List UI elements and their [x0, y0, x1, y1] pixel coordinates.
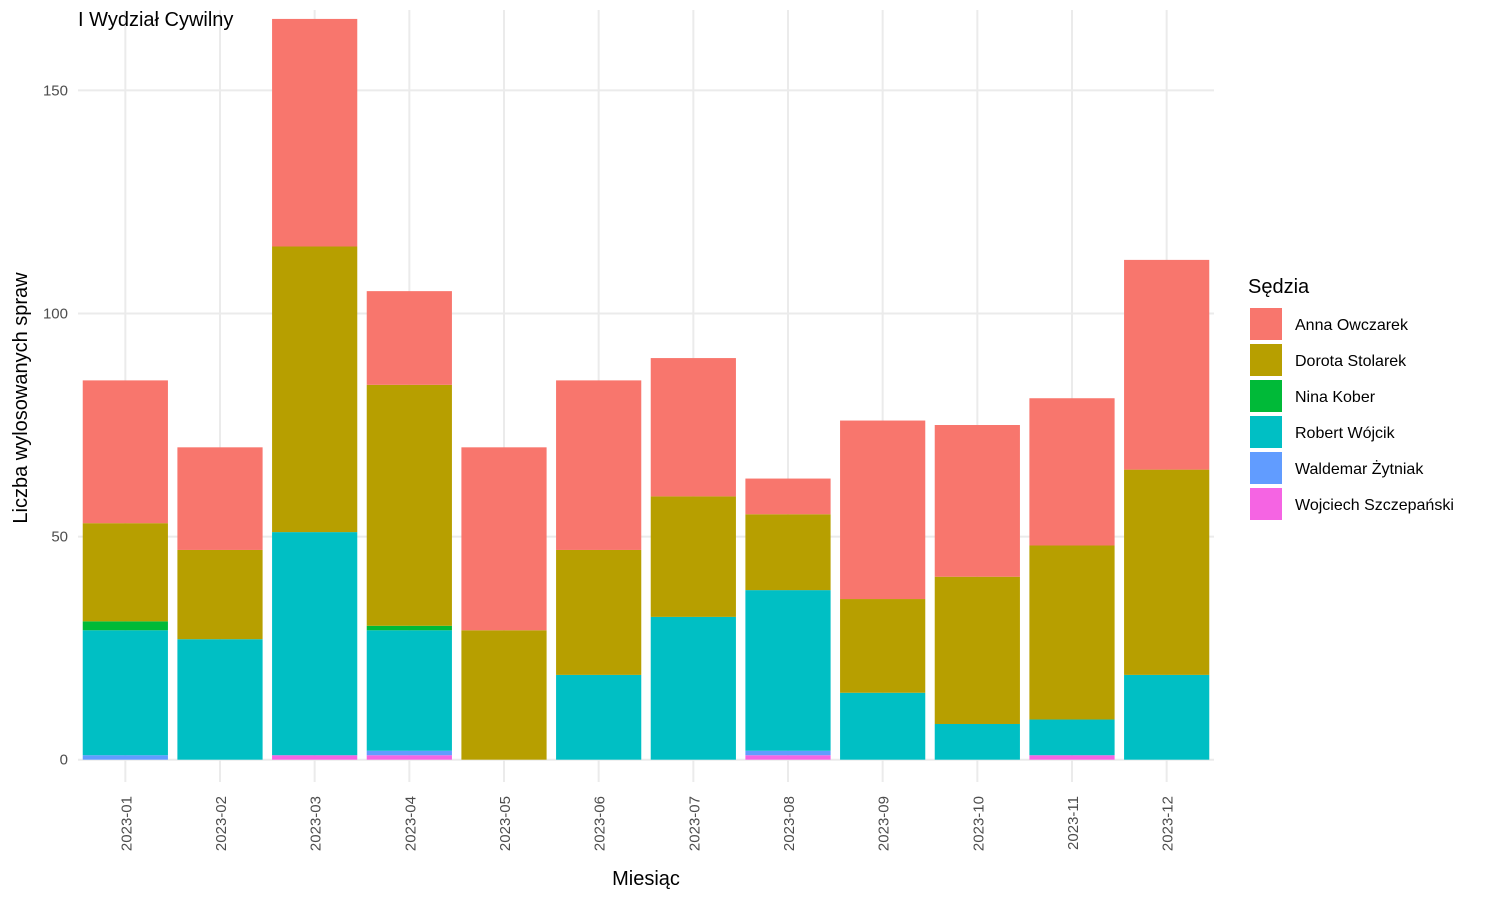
bar-2023-10-anna-owczarek	[934, 425, 1020, 577]
x-tick-label-2023-10: 2023-10	[970, 796, 987, 851]
bar-2023-11-anna-owczarek	[1029, 398, 1115, 546]
x-tick-label-2023-04: 2023-04	[402, 796, 419, 851]
x-tick-label-2023-12: 2023-12	[1160, 796, 1177, 851]
bar-2023-12-robert-wójcik	[1124, 674, 1210, 760]
x-tick-label-2023-06: 2023-06	[592, 796, 609, 851]
bar-2023-02-robert-wójcik	[177, 639, 263, 760]
bar-2023-08-waldemar-żytniak	[745, 750, 831, 756]
y-axis-title: Liczba wylosowanych spraw	[10, 272, 32, 524]
legend-swatch-dorota-stolarek	[1250, 344, 1282, 376]
x-axis-ticks: 2023-01 2023-02 2023-03 2023-04 2023-05 2023-…	[118, 796, 1176, 851]
bar-2023-04-waldemar-żytniak	[366, 750, 452, 756]
bar-2023-12-dorota-stolarek	[1124, 469, 1210, 675]
legend-swatch-nina-kober	[1250, 380, 1282, 412]
bar-2023-09-robert-wójcik	[840, 692, 926, 760]
bar-2023-09-anna-owczarek	[840, 420, 926, 600]
x-axis-title: Miesiąc	[612, 868, 680, 890]
bar-2023-01-anna-owczarek	[82, 380, 168, 524]
bar-2023-06-robert-wójcik	[556, 674, 642, 760]
bar-2023-11-dorota-stolarek	[1029, 545, 1115, 720]
y-tick-label-150: 150	[43, 82, 68, 99]
bar-2023-07-anna-owczarek	[650, 358, 736, 497]
bar-2023-12-anna-owczarek	[1124, 259, 1210, 470]
bar-2023-02-dorota-stolarek	[177, 549, 263, 640]
bar-2023-07-dorota-stolarek	[650, 496, 736, 617]
bar-2023-04-anna-owczarek	[366, 291, 452, 385]
bar-2023-06-anna-owczarek	[556, 380, 642, 550]
bar-2023-09-dorota-stolarek	[840, 599, 926, 693]
bar-2023-06-dorota-stolarek	[556, 549, 642, 675]
bar-2023-04-nina-kober	[366, 625, 452, 631]
legend-label-waldemar-żytniak: Waldemar Żytniak	[1295, 459, 1424, 478]
bar-2023-01-nina-kober	[82, 621, 168, 631]
x-tick-label-2023-05: 2023-05	[497, 796, 514, 851]
bar-2023-10-robert-wójcik	[934, 723, 1020, 760]
legend-label-wojciech-szczepański: Wojciech Szczepański	[1295, 497, 1454, 514]
y-tick-label-50: 50	[51, 529, 68, 546]
bar-2023-10-dorota-stolarek	[934, 576, 1020, 724]
bar-2023-03-robert-wójcik	[272, 532, 358, 756]
legend: Sędzia Anna Owczarek Dorota Stolarek Nina …	[1248, 276, 1454, 520]
chart-title: I Wydział Cywilny	[78, 9, 233, 31]
x-tick-label-2023-11: 2023-11	[1065, 796, 1082, 850]
legend-label-dorota-stolarek: Dorota Stolarek	[1295, 353, 1407, 370]
bar-2023-03-anna-owczarek	[272, 18, 358, 247]
bar-2023-01-waldemar-żytniak	[82, 755, 168, 760]
legend-title: Sędzia	[1248, 276, 1310, 298]
bars	[82, 18, 1210, 760]
x-tick-label-2023-07: 2023-07	[686, 796, 703, 851]
bar-2023-05-dorota-stolarek	[461, 630, 547, 760]
x-tick-label-2023-09: 2023-09	[876, 796, 893, 851]
x-tick-label-2023-08: 2023-08	[781, 796, 798, 851]
bar-2023-11-robert-wójcik	[1029, 719, 1115, 756]
bar-2023-03-wojciech-szczepański	[272, 755, 358, 760]
legend-label-robert-wójcik: Robert Wójcik	[1295, 425, 1396, 442]
bar-2023-03-dorota-stolarek	[272, 246, 358, 533]
bar-2023-04-dorota-stolarek	[366, 384, 452, 626]
x-tick-label-2023-02: 2023-02	[213, 796, 230, 851]
bar-2023-07-robert-wójcik	[650, 616, 736, 760]
legend-swatch-anna-owczarek	[1250, 308, 1282, 340]
x-tick-label-2023-03: 2023-03	[308, 796, 325, 851]
legend-swatch-robert-wójcik	[1250, 416, 1282, 448]
bar-2023-08-wojciech-szczepański	[745, 755, 831, 760]
y-axis-ticks: 0 50 100 150	[43, 82, 68, 768]
bar-2023-01-robert-wójcik	[82, 630, 168, 756]
bar-2023-08-dorota-stolarek	[745, 514, 831, 591]
legend-label-anna-owczarek: Anna Owczarek	[1295, 317, 1409, 334]
legend-swatch-waldemar-żytniak	[1250, 452, 1282, 484]
y-tick-label-100: 100	[43, 305, 68, 322]
bar-2023-02-anna-owczarek	[177, 447, 263, 550]
legend-items: Anna Owczarek Dorota Stolarek Nina Kober Ro…	[1250, 308, 1454, 520]
bar-2023-04-robert-wójcik	[366, 630, 452, 751]
bar-2023-01-dorota-stolarek	[82, 523, 168, 622]
bar-2023-11-wojciech-szczepański	[1029, 755, 1115, 760]
bar-2023-08-anna-owczarek	[745, 478, 831, 515]
bar-2023-08-robert-wójcik	[745, 590, 831, 751]
bar-2023-04-wojciech-szczepański	[366, 755, 452, 760]
legend-swatch-wojciech-szczepański	[1250, 488, 1282, 520]
y-tick-label-0: 0	[60, 752, 68, 769]
x-tick-label-2023-01: 2023-01	[118, 796, 135, 851]
bar-2023-05-anna-owczarek	[461, 447, 547, 631]
legend-label-nina-kober: Nina Kober	[1295, 389, 1376, 406]
